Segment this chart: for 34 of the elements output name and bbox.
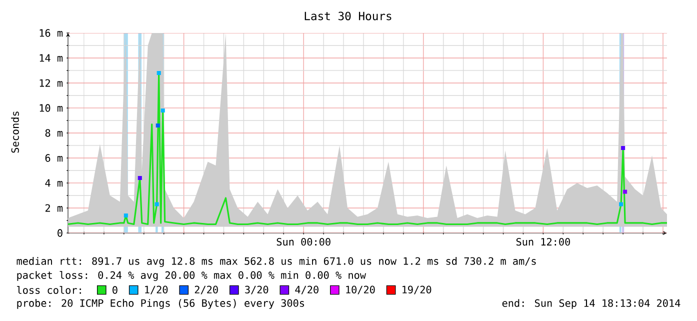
point [160, 108, 165, 112]
text: packet loss: 0.24 % avg 20.00 % max 0.00 % min 0.00 % now [17, 271, 366, 281]
x-tick-label: Sun 12:00 [516, 238, 570, 246]
legend-label: 0 [112, 286, 118, 294]
point [124, 213, 128, 218]
legend-title: loss color: [17, 286, 81, 294]
y-tick-label: 16 m [40, 29, 63, 37]
point [138, 176, 142, 180]
legend-label: 1/20 [145, 286, 168, 294]
legend-label: 10/20 [346, 286, 375, 294]
y-tick-label: 2 m [45, 204, 63, 212]
y-tick-label: 10 m [40, 104, 63, 112]
y-tick-label: 12 m [40, 79, 63, 87]
text: median rtt: 891.7 us avg 12.8 ms max 562.8 us min 671.0 us now 1.2 ms sd 730.2 m am/s [16, 257, 536, 267]
text: probe: 20 ICMP Echo Pings (56 Bytes) every 300s [17, 299, 304, 309]
x-tick-label: Sun 00:00 [276, 238, 330, 246]
y-tick-label: 0 [58, 229, 62, 237]
point [619, 202, 624, 206]
chart-title: Last 30 Hours [304, 12, 392, 20]
y-axis-title: Seconds [11, 112, 19, 153]
legend-label: 4/20 [295, 286, 318, 294]
point [154, 202, 159, 206]
y-tick-label: 14 m [40, 54, 63, 62]
legend-label: 19/20 [402, 286, 432, 294]
point [156, 123, 160, 128]
legend-label: 3/20 [245, 286, 268, 294]
y-tick-label: 6 m [45, 154, 63, 162]
y-tick-label: 4 m [45, 179, 63, 187]
text: end: Sun Sep 14 18:13:04 2014 [502, 299, 680, 309]
point [623, 190, 628, 194]
point [621, 146, 626, 150]
legend-label: 2/20 [194, 286, 218, 294]
y-tick-label: 8 m [45, 129, 63, 137]
point [156, 70, 161, 75]
